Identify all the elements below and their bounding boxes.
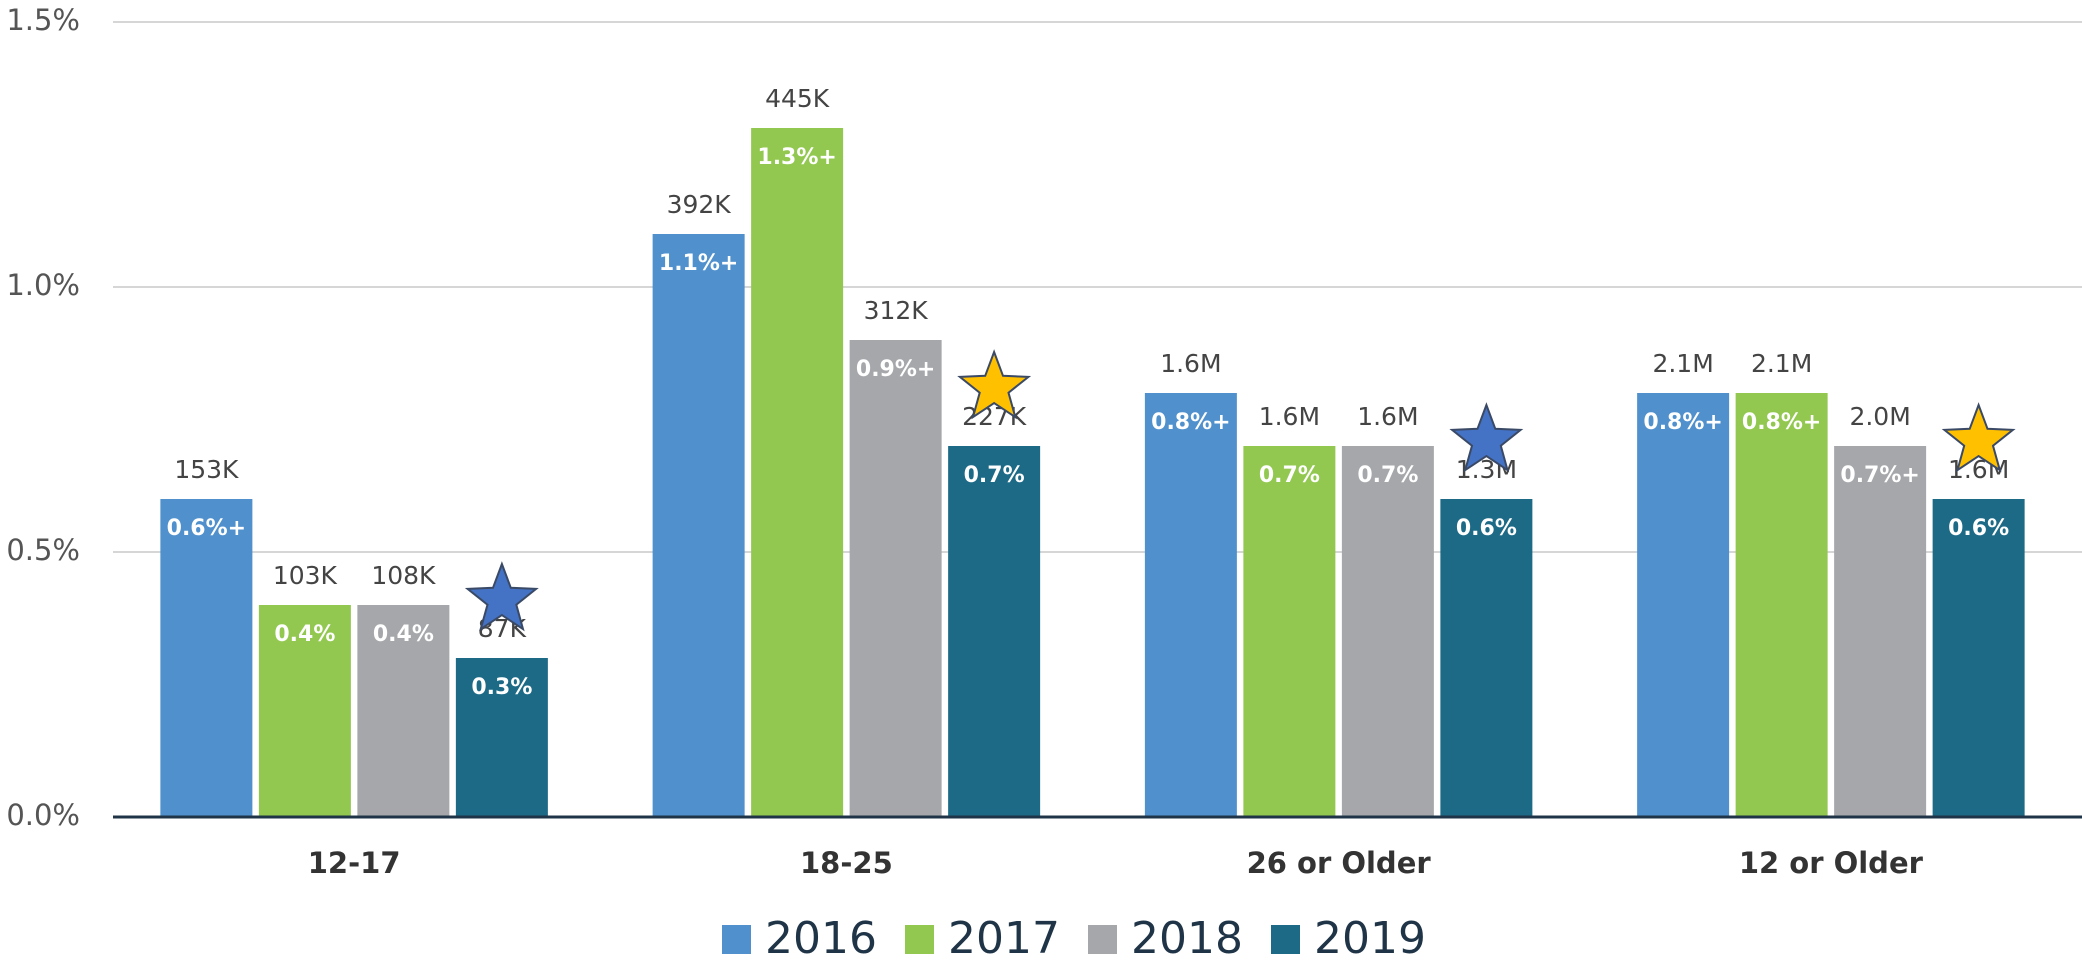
bar [1341,446,1434,817]
star [1449,402,1524,473]
value-label: 0.4% [274,622,335,647]
y-tick-label: 1.0% [6,268,80,302]
count-label: 1.6M [1357,402,1418,431]
legend-label: 2018 [1131,913,1243,960]
value-label: 0.7%+ [1840,463,1919,488]
value-label: 0.6% [1456,516,1517,541]
value-label: 0.8%+ [1151,410,1230,435]
y-tick-label: 0.0% [6,798,80,832]
bar [455,658,548,817]
bar [160,499,253,817]
value-label: 0.9%+ [856,357,935,382]
bar [652,234,745,817]
x-tick-label: 26 or Older [1247,846,1432,880]
count-label: 227K [962,402,1027,431]
count-label: 312K [864,296,929,325]
legend-swatch [722,925,751,954]
y-tick-label: 1.5% [6,3,80,37]
bar [1243,446,1336,817]
x-tick-label: 12-17 [308,846,401,880]
legend-swatch [905,925,934,954]
legend-label: 2019 [1314,913,1426,960]
count-label: 2.0M [1849,402,1910,431]
bar [1637,393,1730,817]
bar [849,340,942,817]
count-label: 103K [273,561,338,590]
bar [1834,446,1927,817]
count-label: 1.6M [1160,349,1221,378]
legend-swatch [1088,925,1117,954]
legend-label: 2017 [948,913,1060,960]
x-tick-label: 12 or Older [1739,846,1924,880]
star [464,561,539,632]
value-label: 0.7% [964,463,1025,488]
x-tick-label: 18-25 [800,846,893,880]
count-label: 445K [765,84,830,113]
count-label: 2.1M [1751,349,1812,378]
legend-label: 2016 [765,913,877,960]
count-label: 392K [667,190,732,219]
count-label: 153K [174,455,239,484]
value-label: 0.6% [1948,516,2009,541]
value-label: 0.6%+ [167,516,246,541]
star [957,349,1032,420]
y-tick-label: 0.5% [6,533,80,567]
value-label: 0.8%+ [1742,410,1821,435]
bar [357,605,450,817]
bar [751,128,844,817]
value-label: 0.7% [1357,463,1418,488]
value-label: 1.3%+ [757,145,836,170]
bar [1440,499,1533,817]
bar [258,605,351,817]
value-label: 1.1%+ [659,251,738,276]
value-label: 0.4% [373,622,434,647]
bar [948,446,1041,817]
bar [1735,393,1828,817]
count-label: 2.1M [1652,349,1713,378]
value-label: 0.7% [1259,463,1320,488]
star [1941,402,2016,473]
count-label: 108K [371,561,436,590]
legend-swatch [1271,925,1300,954]
bar [1144,393,1237,817]
value-label: 0.3% [471,675,532,700]
value-label: 0.8%+ [1643,410,1722,435]
count-label: 1.6M [1259,402,1320,431]
bar [1932,499,2025,817]
